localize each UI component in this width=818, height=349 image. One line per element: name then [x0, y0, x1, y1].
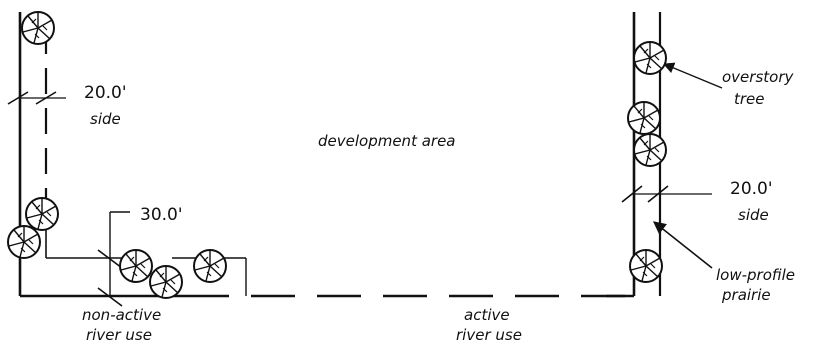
- left-side-dimension-word: side: [90, 110, 121, 128]
- front-dimension-value: 30.0': [140, 205, 183, 225]
- tree-symbol-icon: [7, 225, 41, 259]
- dimension-tick-icon: [7, 91, 29, 105]
- left-side-dimension-value: 20.0': [84, 83, 127, 103]
- dimension-tick-icon: [621, 185, 643, 203]
- non-active-river-use-label-line2: river use: [86, 326, 152, 344]
- tree-symbol-icon: [25, 197, 59, 231]
- overstory-tree-label-line1: overstory: [722, 68, 794, 86]
- development-area-label: development area: [318, 132, 456, 150]
- dimension-tick-icon: [97, 287, 123, 307]
- low-profile-prairie-label-line2: prairie: [721, 286, 771, 304]
- active-river-use-label-line2: river use: [456, 326, 522, 344]
- dimension-tick-icon: [97, 249, 123, 269]
- leader-arrow-icon: [652, 221, 713, 269]
- tree-symbol-icon: [149, 265, 183, 299]
- right-side-dimension-word: side: [738, 206, 769, 224]
- non-active-river-use-label-line1: non-active: [82, 306, 161, 324]
- tree-symbol-icon: [627, 101, 661, 135]
- low-profile-prairie-label-line1: low-profile: [716, 266, 795, 284]
- tree-symbol-icon: [21, 11, 55, 45]
- leader-arrow-icon: [662, 62, 723, 89]
- tree-symbol-icon: [633, 133, 667, 167]
- tree-symbol-icon: [633, 41, 667, 75]
- overstory-tree-label-line2: tree: [734, 90, 765, 108]
- tree-symbol-icon: [629, 249, 663, 283]
- active-river-use-label-line1: active: [464, 306, 510, 324]
- right-side-dimension-value: 20.0': [730, 179, 773, 199]
- tree-symbol-icon: [193, 249, 227, 283]
- tree-symbol-icon: [119, 249, 153, 283]
